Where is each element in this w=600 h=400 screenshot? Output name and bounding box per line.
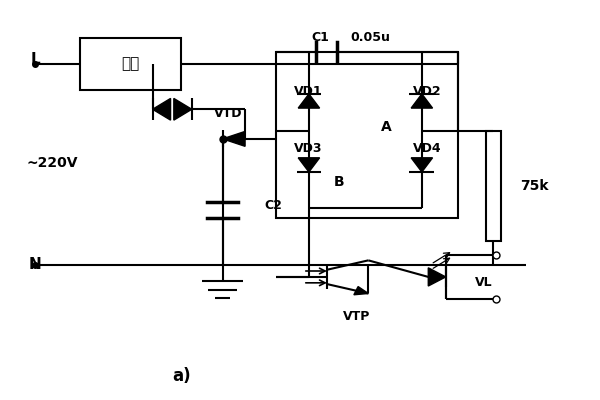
Text: A: A <box>381 120 392 134</box>
Bar <box>80 38 181 90</box>
Text: N: N <box>29 257 42 272</box>
Text: VD3: VD3 <box>294 142 323 155</box>
Polygon shape <box>428 268 446 286</box>
Text: VD2: VD2 <box>413 85 442 98</box>
Text: C1: C1 <box>312 31 330 44</box>
Text: VD4: VD4 <box>413 142 442 155</box>
Text: VTP: VTP <box>343 310 370 324</box>
Polygon shape <box>298 94 320 108</box>
Text: VD1: VD1 <box>294 85 323 98</box>
Polygon shape <box>411 94 433 108</box>
Bar <box>486 130 500 242</box>
Text: 0.05u: 0.05u <box>350 31 391 44</box>
Bar <box>276 52 458 218</box>
Text: L: L <box>31 52 40 67</box>
Text: B: B <box>334 175 344 189</box>
Text: 负载: 负载 <box>121 56 140 72</box>
Text: 75k: 75k <box>520 179 548 193</box>
Polygon shape <box>152 98 170 120</box>
Text: a): a) <box>172 366 190 384</box>
Text: VL: VL <box>475 276 493 289</box>
Polygon shape <box>354 286 368 295</box>
Text: ~220V: ~220V <box>26 156 78 170</box>
Polygon shape <box>298 158 320 172</box>
Polygon shape <box>174 98 192 120</box>
Text: C2: C2 <box>265 200 282 212</box>
Text: VTD: VTD <box>214 107 242 120</box>
Polygon shape <box>223 132 245 146</box>
Polygon shape <box>411 158 433 172</box>
